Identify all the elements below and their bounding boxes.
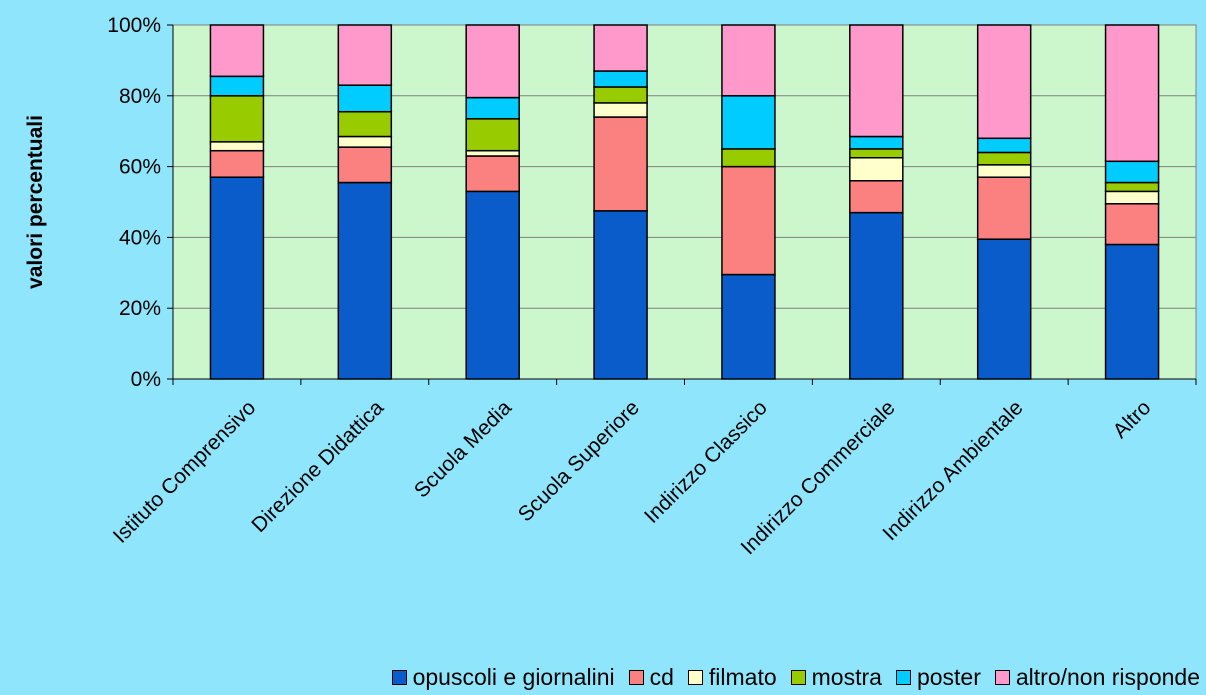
bar-segment [465,155,520,193]
bar-segment [465,149,520,157]
y-tick-labels: 0% 20% 40% 60% 80% 100% [107,14,161,391]
bar-segment [1104,24,1160,163]
bar-segment [1104,243,1160,380]
bar-segment [209,24,265,78]
legend-swatch [687,669,703,685]
bar-segment [976,176,1032,240]
y-tick-label: 40% [119,226,161,249]
bar-segment [976,164,1032,178]
legend-label: mostra [811,664,882,690]
legend-label: filmato [708,664,777,690]
bar-segment [593,24,648,72]
bar-segment [1104,181,1160,193]
bar-segment [337,110,393,138]
legend-item: opuscoli e giornalini [391,664,615,690]
bar-segment [721,95,776,150]
bar-segment [465,96,520,120]
bar-segment [209,95,265,143]
bar-segment [1104,190,1160,205]
bar-segment [976,151,1032,166]
legend-label: poster [916,664,981,690]
legend-item: filmato [687,664,777,690]
bar-segment [337,146,393,184]
bar-segment [593,210,648,380]
y-tick-label: 80% [119,85,161,108]
x-category-label: Istituto Comprensivo [109,396,261,548]
x-category-label: Indirizzo Classico [640,396,772,528]
bar-segment [593,70,648,88]
plot-area [172,24,1197,380]
axes [167,24,1197,385]
legend-swatch [790,669,806,685]
bar-segment [209,176,265,380]
legend-item: mostra [790,664,882,690]
bar-segment [721,148,776,168]
legend-label: cd [649,664,674,690]
bar-segment [593,86,648,104]
x-category-label: Altro [1109,396,1156,443]
bar-segment [1104,203,1160,246]
y-tick-label: 60% [119,156,161,179]
x-category-label: Indirizzo Ambientale [878,396,1027,545]
bar-segment [337,24,393,86]
y-tick-label: 0% [131,368,161,391]
x-category-label: Direzione Didattica [247,396,388,537]
x-category-label: Scuola Media [410,396,516,502]
bar-segment [209,75,265,97]
bar-segment [209,149,265,178]
bar-segment [721,24,776,97]
bar-segment [721,273,776,380]
bar-segment [337,181,393,380]
legend: opuscoli e giornalini cd filmato mostra post… [391,664,1200,690]
y-axis-title: valori percentuali [24,115,47,289]
legend-label: altro/non risponde [1015,664,1200,690]
legend-swatch [391,669,407,685]
bar-segment [976,238,1032,380]
bar-segment [976,24,1032,140]
bar-segment [465,190,520,380]
legend-label: opuscoli e giornalini [412,664,615,690]
bar-segment [976,137,1032,154]
bar-segment [721,165,776,276]
bar-segment [593,102,648,118]
legend-swatch [895,669,911,685]
bar-segment [337,135,393,148]
bars [209,24,1160,380]
bar-segment [849,135,904,150]
x-category-label: Scuola Superiore [514,396,644,526]
legend-item: poster [895,664,981,690]
bar-segment [209,141,265,152]
y-tick-label: 100% [107,14,161,37]
legend-swatch [994,669,1010,685]
bar-segment [1104,160,1160,184]
bar-segment [849,24,904,138]
legend-item: altro/non risponde [994,664,1200,690]
bar-segment [849,157,904,182]
bar-segment [849,180,904,214]
bar-segment [337,84,393,113]
bar-segment [593,116,648,212]
legend-item: cd [628,664,674,690]
bar-segment [465,118,520,152]
legend-swatch [628,669,644,685]
bar-segment [849,211,904,380]
bar-segment [465,24,520,99]
y-tick-label: 20% [119,297,161,320]
bar-segment [849,148,904,159]
